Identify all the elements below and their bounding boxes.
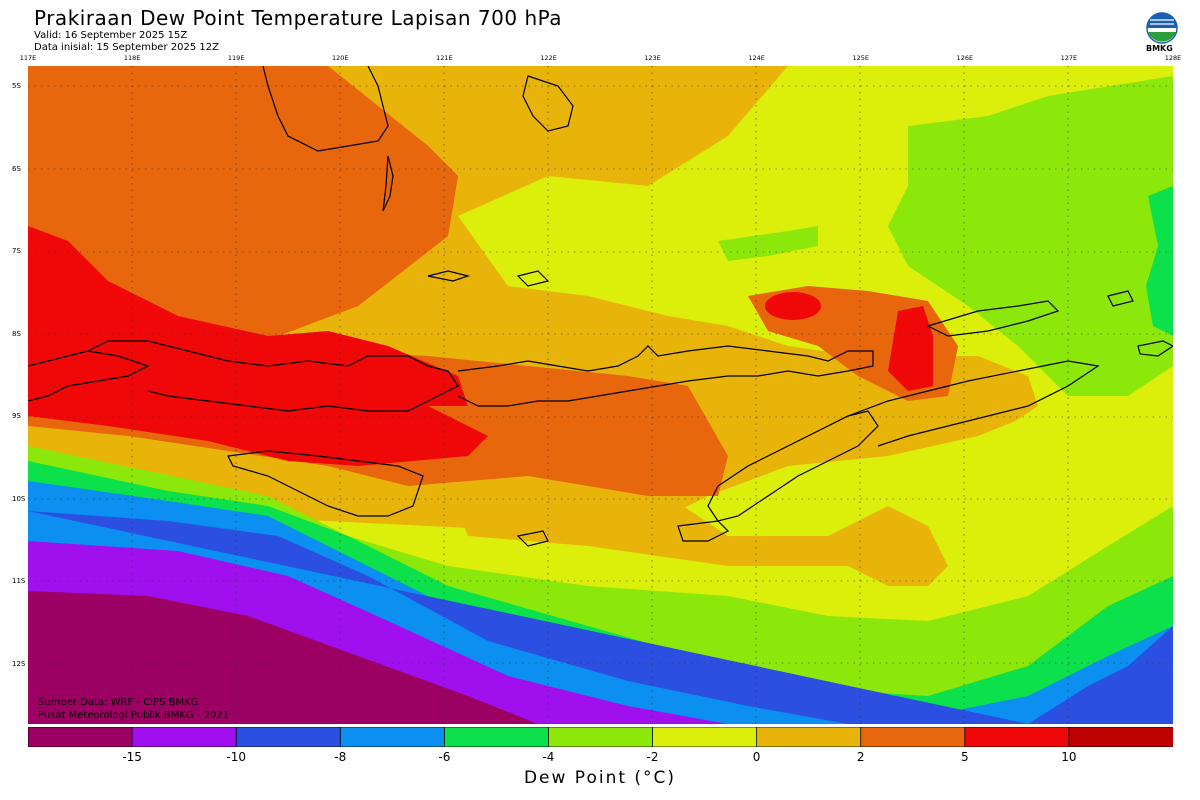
colorbar-tick: -10 xyxy=(226,750,246,764)
colorbar-tick: 10 xyxy=(1061,750,1077,764)
island-sumba xyxy=(227,450,424,517)
island-sumbawa xyxy=(87,340,459,412)
colorbar-tick: -15 xyxy=(122,750,142,764)
colorbar-segment xyxy=(1068,727,1173,747)
colorbar-tick: -8 xyxy=(334,750,347,764)
graticule xyxy=(28,66,1173,724)
dew-point-map xyxy=(28,66,1173,724)
island-sawu xyxy=(516,530,549,547)
field-red-blob-2 xyxy=(888,306,933,391)
colorbar-segment xyxy=(756,727,862,747)
lat-label: 6S xyxy=(12,164,21,173)
island-rote xyxy=(677,520,730,542)
colorbar-segment xyxy=(548,727,654,747)
lon-label: 120E xyxy=(332,54,349,62)
colorbar-tick: -2 xyxy=(646,750,659,764)
field-blue-south xyxy=(28,511,1173,724)
colorbar-segment xyxy=(339,727,446,747)
colorbar-tick: -4 xyxy=(542,750,555,764)
map-title: Prakiraan Dew Point Temperature Lapisan … xyxy=(34,6,563,30)
lat-label: 10S xyxy=(12,494,26,503)
lat-label: 9S xyxy=(12,412,21,420)
lon-label: 122E xyxy=(540,54,557,62)
lat-label: 8S xyxy=(12,329,21,338)
colorbar-tick: 0 xyxy=(752,750,761,764)
bmkg-logo-icon xyxy=(1146,12,1178,44)
lon-label: 119E xyxy=(227,54,245,62)
initial-data-time: Data inisial: 15 September 2025 12Z xyxy=(34,42,219,53)
island-flores-north xyxy=(522,75,574,132)
colorbar-tick: 2 xyxy=(856,750,865,764)
lon-label: 117E xyxy=(19,54,37,62)
colorbar-segment xyxy=(964,727,1070,747)
source-credit: Sumber Data: WRF - CIPS BMKG xyxy=(38,697,199,708)
valid-time: Valid: 16 September 2025 15Z xyxy=(34,30,188,41)
colorbar-segment xyxy=(131,727,238,747)
island-kalao xyxy=(427,270,550,287)
island-lombok-sumbawa xyxy=(28,350,150,402)
colorbar-segment xyxy=(652,727,758,747)
colorbar-segment xyxy=(28,727,133,747)
island-east xyxy=(1107,290,1173,357)
lon-label: 128E xyxy=(1164,54,1182,62)
center-credit: Pusat Meteorologi Publik BMKG - 2021 xyxy=(38,710,230,721)
island-flores xyxy=(457,345,874,407)
island-selayar xyxy=(382,155,394,212)
lon-label: 118E xyxy=(123,54,141,62)
lon-label: 123E xyxy=(644,54,661,62)
island-sulawesi-south xyxy=(262,66,389,152)
colorbar-label: Dew Point (°C) xyxy=(523,768,677,788)
coastlines xyxy=(28,66,1173,547)
lon-label: 121E xyxy=(436,54,453,62)
field-darkpurple-south xyxy=(28,591,538,724)
lon-label: 124E xyxy=(748,54,765,62)
lat-label: 7S xyxy=(12,247,21,255)
field-amber-patch xyxy=(448,486,948,586)
lon-label: 127E xyxy=(1060,54,1078,62)
lat-label: 11S xyxy=(12,577,26,585)
lat-label: 12S xyxy=(12,659,26,668)
colorbar-segment xyxy=(235,727,342,747)
colorbar-segment xyxy=(443,727,550,747)
island-timor xyxy=(707,410,879,522)
lat-label: 5S xyxy=(12,82,21,90)
field-red xyxy=(28,226,488,466)
logo-text: BMKG xyxy=(1146,44,1173,53)
colorbar-tick: 5 xyxy=(960,750,969,764)
lon-label: 125E xyxy=(852,54,869,62)
colorbar xyxy=(28,727,1173,747)
timor-leste-border xyxy=(847,360,1100,447)
field-lime-east xyxy=(888,76,1173,396)
field-red-blob-1 xyxy=(765,292,821,320)
lon-label: 126E xyxy=(956,54,974,62)
colorbar-segment xyxy=(860,727,966,747)
island-wetar-alor xyxy=(926,300,1060,337)
colorbar-tick: -6 xyxy=(438,750,451,764)
field-green-east xyxy=(1146,186,1173,336)
